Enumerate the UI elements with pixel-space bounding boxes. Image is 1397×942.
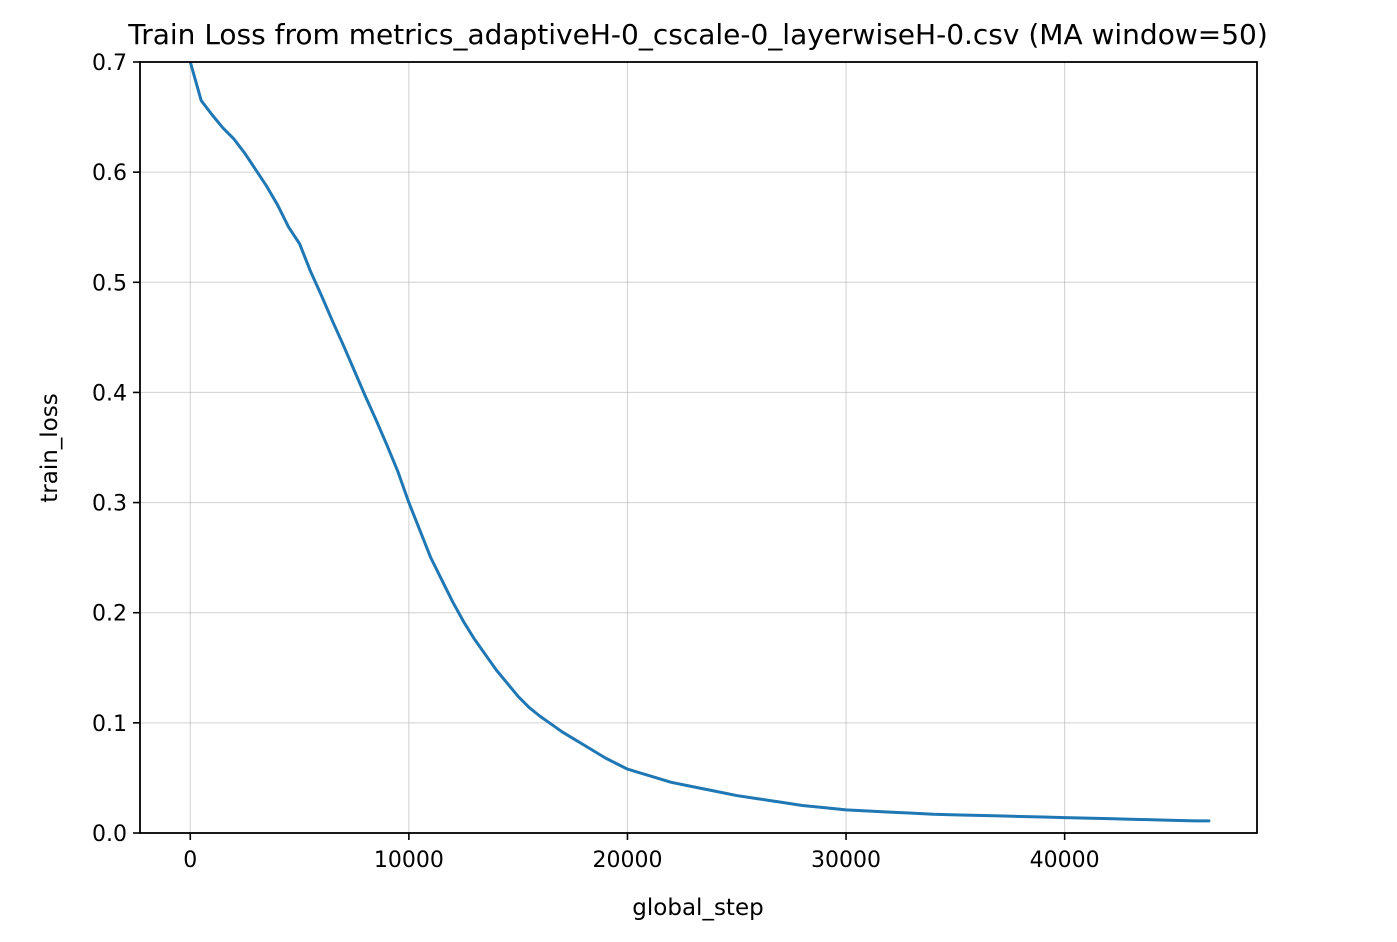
y-tick-label: 0.7 [92, 51, 127, 76]
y-tick-label: 0.4 [92, 381, 127, 406]
grid [140, 61, 1257, 834]
y-tick-label: 0.0 [92, 822, 127, 847]
x-tick-label: 40000 [1030, 848, 1100, 873]
x-tick-label: 0 [183, 848, 197, 873]
ticks: 0 10000 20000 30000 40000 0.0 0.1 0.2 0.3 0.4 0.5 0… [92, 51, 1100, 873]
y-tick-label: 0.6 [92, 161, 127, 186]
y-tick-label: 0.3 [92, 492, 127, 517]
x-axis-label: global_step [632, 895, 763, 921]
y-tick-label: 0.5 [92, 271, 127, 296]
x-tick-label: 30000 [811, 848, 881, 873]
axes-frame [139, 61, 1258, 834]
x-tick-label: 10000 [374, 848, 444, 873]
y-axis-label: train_loss [37, 393, 63, 502]
series-layer [188, 62, 1211, 823]
series-line-0 [188, 62, 1211, 823]
chart-title: Train Loss from metrics_adaptiveH-0_csca… [127, 18, 1268, 51]
y-tick-label: 0.2 [92, 602, 127, 627]
x-tick-label: 20000 [592, 848, 662, 873]
y-tick-label: 0.1 [92, 712, 127, 737]
